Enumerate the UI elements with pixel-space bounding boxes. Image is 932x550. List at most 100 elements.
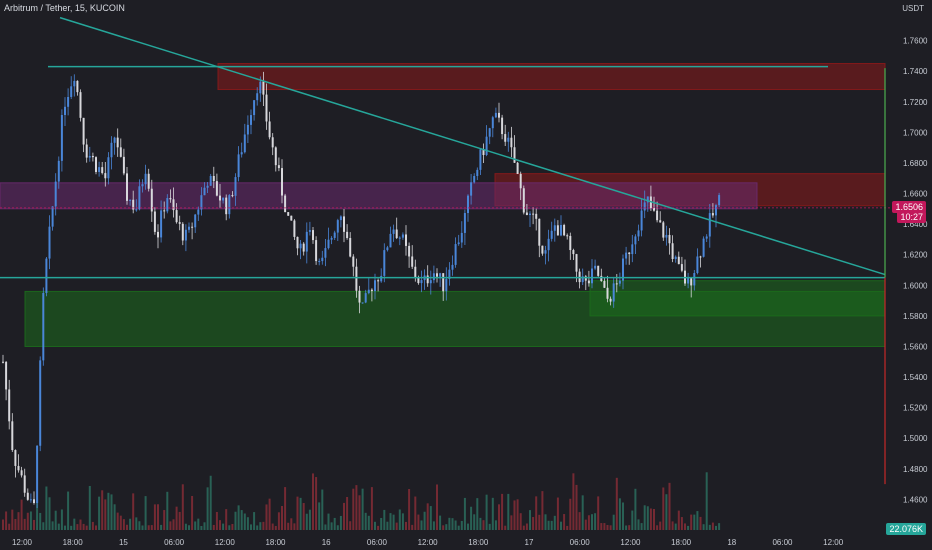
volume-bar (203, 522, 206, 530)
volume-bar (380, 517, 383, 530)
volume-bar (98, 496, 101, 530)
candle-body (129, 199, 132, 201)
candle-body (243, 134, 246, 153)
volume-bar (20, 499, 23, 530)
time-axis[interactable]: 12:00 18:00 15 06:00 12:00 18:00 16 06:00 12:00 1… (12, 538, 844, 547)
volume-bar (640, 523, 643, 530)
volume-bar (575, 484, 578, 530)
candle-body (547, 238, 550, 251)
volume-bar (60, 509, 63, 530)
volume-bar (591, 514, 593, 530)
last-price-tag: 1.6506 (892, 201, 926, 213)
volume-bar (305, 513, 308, 530)
candle-body (26, 492, 29, 500)
candle-body (203, 187, 206, 196)
volume-bar (547, 520, 550, 530)
volume-bar (665, 494, 668, 530)
candle-body (39, 360, 42, 446)
volume-bar (76, 524, 79, 530)
candle-body (42, 292, 45, 361)
candle-body (463, 213, 466, 233)
candle-body (237, 154, 240, 178)
volume-bar (622, 502, 624, 530)
volume-bar (36, 499, 39, 530)
volume-bar (705, 472, 708, 530)
candle-body (389, 233, 392, 248)
volume-bar (364, 512, 367, 530)
volume-bar (178, 511, 181, 530)
candle-body (240, 152, 243, 155)
volume-bar (618, 498, 621, 530)
candle-body (646, 196, 649, 203)
candle-body (615, 283, 618, 285)
price-tick-label: 1.5200 (903, 404, 928, 413)
candle-body (653, 207, 655, 211)
volume-bar (246, 517, 249, 530)
candle-body (488, 128, 491, 137)
candle-body (290, 215, 293, 221)
candle-body (612, 283, 615, 302)
candle-body (36, 445, 39, 504)
volume-bar (51, 521, 54, 530)
candle-body (336, 220, 339, 233)
candle-body (479, 149, 482, 170)
volume-bar (445, 524, 448, 530)
volume-bar (284, 487, 287, 530)
volume-bar (578, 512, 581, 530)
price-tick-label: 1.6600 (903, 190, 928, 199)
time-tick-label: 12:00 (215, 538, 236, 547)
candle-body (296, 236, 299, 249)
countdown-tag: 10:27 (897, 211, 926, 223)
zone-supply-top (217, 63, 886, 91)
candle-body (138, 186, 141, 210)
candle-body (467, 195, 469, 214)
candle-body (569, 235, 572, 251)
volume-bar (349, 521, 352, 530)
volume-bar (498, 504, 500, 530)
volume-bar (88, 485, 91, 530)
candle-body (439, 273, 442, 277)
candle-body (587, 280, 590, 284)
volume-bar (594, 513, 597, 530)
volume-bar (677, 510, 680, 530)
volume-bar (42, 522, 45, 530)
volume-bar (708, 524, 711, 530)
candle-body (231, 195, 234, 197)
time-tick-label: 15 (119, 538, 128, 547)
candle-body (135, 209, 138, 211)
candle-body (575, 254, 578, 272)
volume-bar (166, 491, 169, 530)
candle-body (302, 243, 305, 252)
volume-bar (687, 525, 690, 530)
candle-body (451, 264, 454, 270)
candle-body (643, 202, 646, 211)
candle-body (491, 117, 494, 129)
candle-body (609, 298, 612, 302)
candle-body (219, 195, 221, 201)
price-tick-label: 1.6200 (903, 251, 928, 260)
candle-body (172, 199, 175, 211)
volume-bar (680, 517, 683, 530)
candle-body (141, 184, 144, 187)
volume-bar (138, 521, 141, 530)
volume-bar (398, 509, 401, 530)
price-axis[interactable]: 1.7600 1.7400 1.7200 1.7000 1.6800 1.6600 1.64… (903, 37, 928, 505)
volume-bar (408, 489, 411, 530)
candle-body (535, 213, 538, 219)
volume-bar (395, 522, 398, 530)
candle-body (708, 213, 711, 237)
candle-body (343, 216, 345, 232)
candle-body (95, 157, 97, 172)
candle-body (253, 100, 256, 116)
volume-bar (659, 521, 662, 530)
candle-body (383, 250, 386, 276)
volume-bar (39, 512, 42, 530)
candle-body (380, 275, 383, 282)
candle-body (14, 450, 17, 466)
candle-body (113, 137, 116, 143)
candle-body (556, 225, 559, 236)
price-tick-label: 1.6400 (903, 220, 928, 229)
volume-bar (122, 519, 125, 530)
candle-body (225, 197, 228, 215)
